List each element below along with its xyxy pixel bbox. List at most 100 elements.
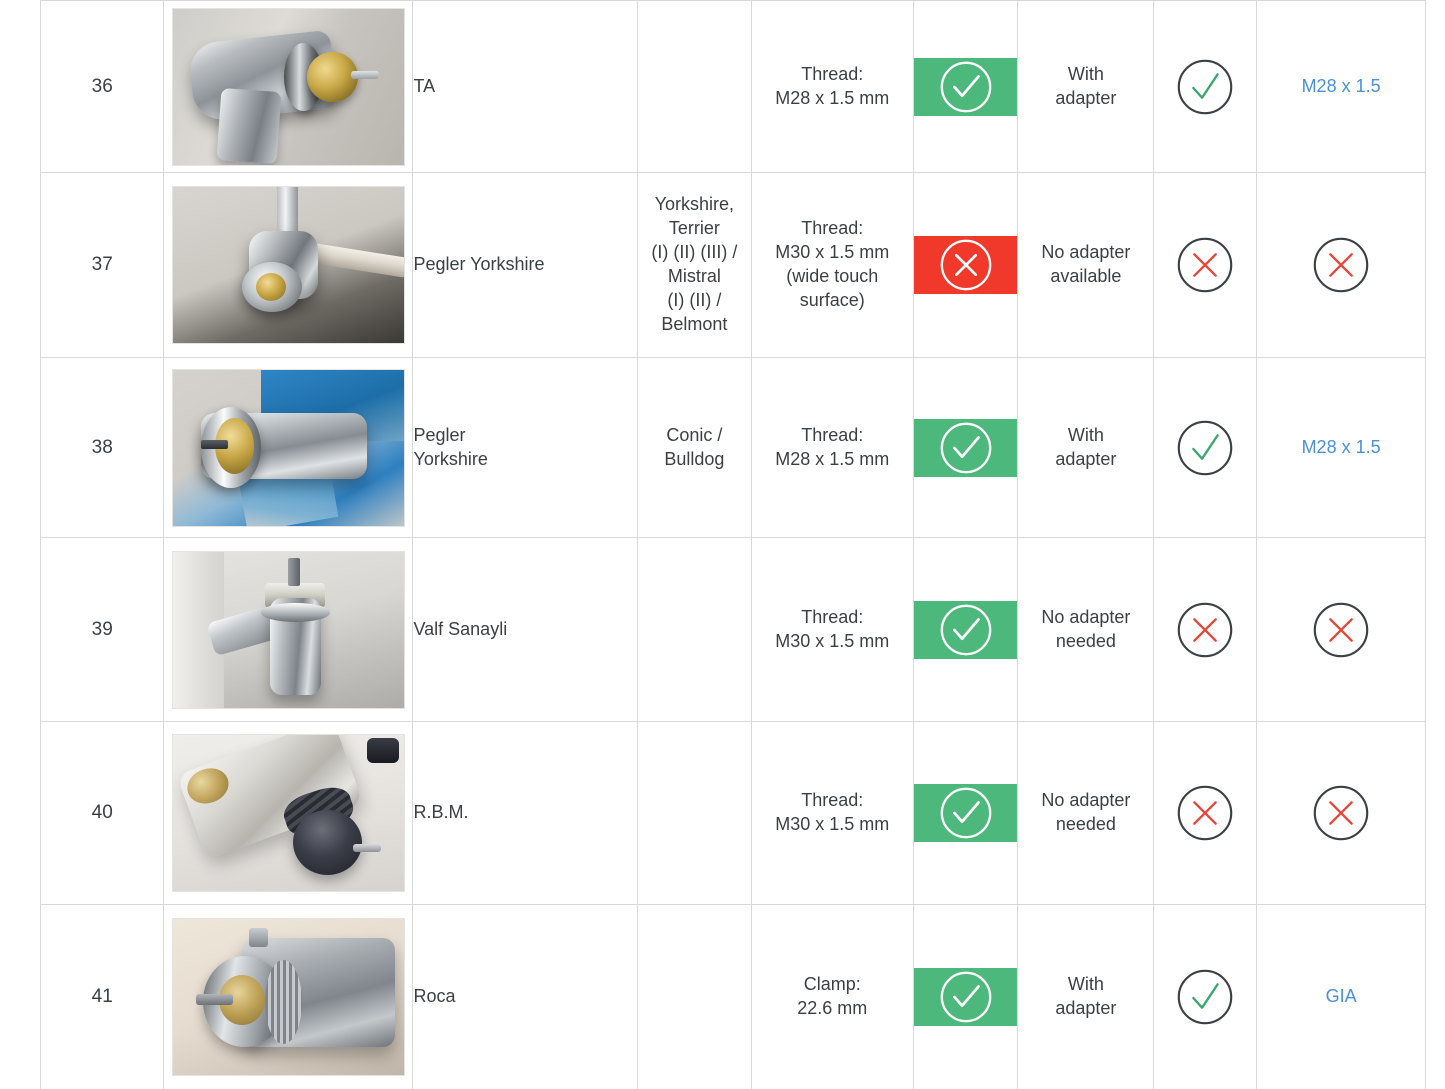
row-index-cell: 41 bbox=[39, 904, 165, 1089]
brand-label: Roca bbox=[413, 986, 456, 1007]
valve-photo bbox=[171, 186, 405, 344]
connection-cell: Thread: M28 x 1.5 mm bbox=[750, 0, 914, 173]
cross-circle-solid-icon bbox=[940, 239, 991, 291]
status-badge bbox=[913, 784, 1018, 842]
brand-label: Valf Sanayli bbox=[413, 618, 508, 639]
adapter-label: With adapter bbox=[1055, 63, 1117, 108]
adapter-link[interactable]: M28 x 1.5 bbox=[1301, 436, 1381, 457]
check-circle-solid-icon bbox=[940, 787, 991, 839]
valve-photo-cell bbox=[163, 0, 414, 173]
valve-photo-cell bbox=[163, 721, 414, 905]
compatible-cell bbox=[1153, 357, 1258, 538]
table-row: 41 Roca Clamp: 22.6 mm With adapter GIA bbox=[39, 904, 1426, 1089]
model-cell: Yorkshire, Terrier (I) (II) (III) / Mistral… bbox=[636, 172, 752, 358]
check-circle-solid-icon bbox=[940, 422, 991, 473]
row-index-cell: 38 bbox=[39, 357, 165, 538]
adapter-cell: With adapter bbox=[1017, 904, 1155, 1089]
check-circle-outline-icon bbox=[1177, 420, 1233, 475]
connection-label: Thread: M30 x 1.5 mm bbox=[775, 790, 890, 834]
valve-photo bbox=[171, 550, 405, 709]
adapter-label: No adapter available bbox=[1041, 242, 1131, 286]
valve-photo bbox=[171, 734, 405, 892]
table-row: 37 Pegler Yorkshire Yorkshire, Terrier (I) (… bbox=[39, 172, 1426, 358]
connection-label: Thread: M28 x 1.5 mm bbox=[775, 424, 890, 469]
cross-circle-outline-icon bbox=[1313, 785, 1369, 841]
row-index-label: 40 bbox=[91, 802, 113, 823]
model-cell bbox=[636, 537, 752, 722]
connection-cell: Thread: M30 x 1.5 mm (wide touch surface) bbox=[750, 172, 914, 358]
row-index-label: 36 bbox=[91, 75, 113, 97]
connection-cell: Thread: M30 x 1.5 mm bbox=[750, 537, 914, 722]
compatible-cell bbox=[1153, 537, 1258, 722]
adapter-label: No adapter needed bbox=[1041, 790, 1131, 834]
status-badge bbox=[913, 600, 1018, 659]
connection-label: Thread: M28 x 1.5 mm bbox=[775, 63, 890, 108]
row-index-label: 41 bbox=[91, 986, 113, 1007]
connection-label: Clamp: 22.6 mm bbox=[797, 974, 868, 1018]
row-index-label: 38 bbox=[91, 436, 113, 458]
status-badge bbox=[913, 418, 1018, 477]
valve-photo bbox=[171, 918, 405, 1076]
valve-photo bbox=[171, 368, 405, 527]
cross-circle-outline-icon bbox=[1177, 237, 1233, 293]
model-cell bbox=[636, 904, 752, 1089]
status-cell bbox=[912, 0, 1019, 173]
table-body: 36 TA Thread: M28 x 1.5 mm With adapter M28 x … bbox=[39, 0, 1426, 1089]
brand-label: Pegler Yorkshire bbox=[413, 254, 545, 275]
row-index-cell: 36 bbox=[39, 0, 165, 173]
brand-cell: Valf Sanayli bbox=[412, 537, 638, 722]
status-cell bbox=[912, 721, 1019, 905]
model-cell: Conic / Bulldog bbox=[636, 357, 752, 538]
adapter-label: With adapter bbox=[1055, 974, 1117, 1018]
table-row: 40 R.B.M. Thread: M30 x 1.5 mm No adapter nee… bbox=[39, 721, 1426, 905]
model-label: Conic / Bulldog bbox=[664, 424, 725, 469]
adapter-cell: No adapter available bbox=[1017, 172, 1155, 358]
brand-label: Pegler Yorkshire bbox=[413, 424, 488, 469]
check-circle-outline-icon bbox=[1177, 59, 1233, 114]
row-index-label: 37 bbox=[91, 254, 113, 275]
model-cell bbox=[636, 0, 752, 173]
valve-photo-cell bbox=[163, 172, 414, 358]
status-cell bbox=[912, 904, 1019, 1089]
check-circle-outline-icon bbox=[1177, 969, 1233, 1025]
model-cell bbox=[636, 721, 752, 905]
status-badge bbox=[913, 968, 1018, 1026]
note-cell bbox=[1256, 537, 1426, 722]
connection-cell: Clamp: 22.6 mm bbox=[750, 904, 914, 1089]
connection-cell: Thread: M28 x 1.5 mm bbox=[750, 357, 914, 538]
table-row: 39 Valf Sanayli Thread: M30 x 1.5 mm No adap… bbox=[39, 537, 1426, 722]
check-circle-solid-icon bbox=[940, 971, 991, 1023]
cross-circle-outline-icon bbox=[1313, 602, 1369, 657]
row-index-cell: 40 bbox=[39, 721, 165, 905]
connection-label: Thread: M30 x 1.5 mm bbox=[775, 606, 890, 651]
adapter-cell: No adapter needed bbox=[1017, 721, 1155, 905]
note-cell: M28 x 1.5 bbox=[1256, 0, 1426, 173]
brand-cell: R.B.M. bbox=[412, 721, 638, 905]
adapter-link[interactable]: M28 x 1.5 bbox=[1301, 75, 1381, 96]
valve-compatibility-table: 36 TA Thread: M28 x 1.5 mm With adapter M28 x … bbox=[39, 0, 1426, 1089]
cross-circle-outline-icon bbox=[1177, 602, 1233, 657]
adapter-cell: No adapter needed bbox=[1017, 537, 1155, 722]
compatible-cell bbox=[1153, 721, 1258, 905]
brand-cell: TA bbox=[412, 0, 638, 173]
cross-circle-outline-icon bbox=[1177, 785, 1233, 841]
row-index-label: 39 bbox=[91, 618, 113, 640]
brand-cell: Roca bbox=[412, 904, 638, 1089]
brand-cell: Pegler Yorkshire bbox=[412, 172, 638, 358]
compatible-cell bbox=[1153, 904, 1258, 1089]
note-cell bbox=[1256, 172, 1426, 358]
status-badge bbox=[913, 57, 1018, 116]
adapter-label: No adapter needed bbox=[1041, 606, 1131, 651]
brand-cell: Pegler Yorkshire bbox=[412, 357, 638, 538]
status-cell bbox=[912, 537, 1019, 722]
adapter-label: With adapter bbox=[1055, 424, 1117, 469]
cross-circle-outline-icon bbox=[1313, 237, 1369, 293]
compatible-cell bbox=[1153, 0, 1258, 173]
adapter-link[interactable]: GIA bbox=[1325, 986, 1357, 1007]
adapter-cell: With adapter bbox=[1017, 0, 1155, 173]
valve-photo-cell bbox=[163, 357, 414, 538]
model-label: Yorkshire, Terrier (I) (II) (III) / Mistral… bbox=[651, 194, 738, 334]
row-index-cell: 37 bbox=[39, 172, 165, 358]
valve-photo-cell bbox=[163, 537, 414, 722]
table-row: 36 TA Thread: M28 x 1.5 mm With adapter M28 x … bbox=[39, 0, 1426, 173]
